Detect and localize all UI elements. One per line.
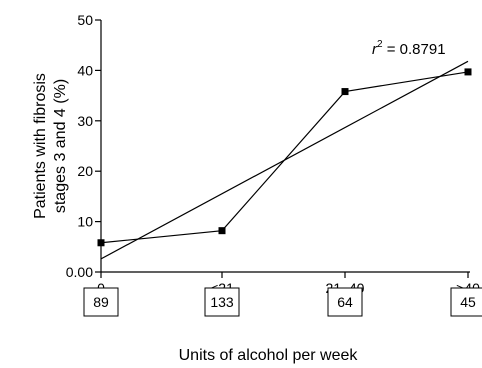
patient-count-border — [450, 287, 482, 317]
y-axis-title-line-1: Patients with fibrosis — [32, 73, 49, 219]
series-group — [97, 60, 472, 260]
y-tick-label: 30 — [77, 113, 93, 129]
patient-count-box: 45 — [450, 287, 482, 317]
data-point — [341, 88, 349, 96]
data-point — [218, 227, 226, 235]
y-tick-label: 20 — [77, 163, 93, 179]
r-exponent: 2 — [377, 39, 383, 50]
trend-line — [100, 60, 469, 260]
y-tick-label: 0.00 — [66, 264, 93, 280]
patient-count-label: 64 — [337, 294, 353, 310]
data-point — [97, 239, 105, 247]
patient-count-label: 133 — [210, 294, 234, 310]
patient-count-box: 64 — [327, 287, 363, 317]
series-line — [100, 71, 469, 244]
patient-count-box: 133 — [204, 287, 240, 317]
data-point — [464, 68, 472, 76]
y-ticks: 0.00 10 20 30 40 50 — [66, 12, 101, 280]
patient-count-border — [83, 287, 119, 317]
y-axis-title-line-2: stages 3 and 4 (%) — [52, 79, 69, 213]
x-ticks: 0<2121–40>40 — [97, 272, 480, 296]
patient-count-label: 45 — [460, 294, 476, 310]
r-value: = 0.8791 — [383, 41, 446, 58]
patient-count-boxes: 89 133 64 45 — [83, 287, 482, 317]
y-tick-label: 40 — [77, 62, 93, 78]
patient-count-box: 89 — [83, 287, 119, 317]
patient-count-border — [327, 287, 363, 317]
y-tick-label: 50 — [77, 12, 93, 28]
svg-text:r2 = 0.8791: r2 = 0.8791 — [372, 39, 446, 58]
r-squared-annotation: r2 = 0.8791 — [372, 39, 446, 58]
patient-count-border — [204, 287, 240, 317]
r-symbol: r — [372, 41, 378, 58]
x-axis-title: Units of alcohol per week — [179, 347, 359, 364]
patient-count-label: 89 — [93, 294, 109, 310]
y-tick-label: 10 — [77, 214, 93, 230]
